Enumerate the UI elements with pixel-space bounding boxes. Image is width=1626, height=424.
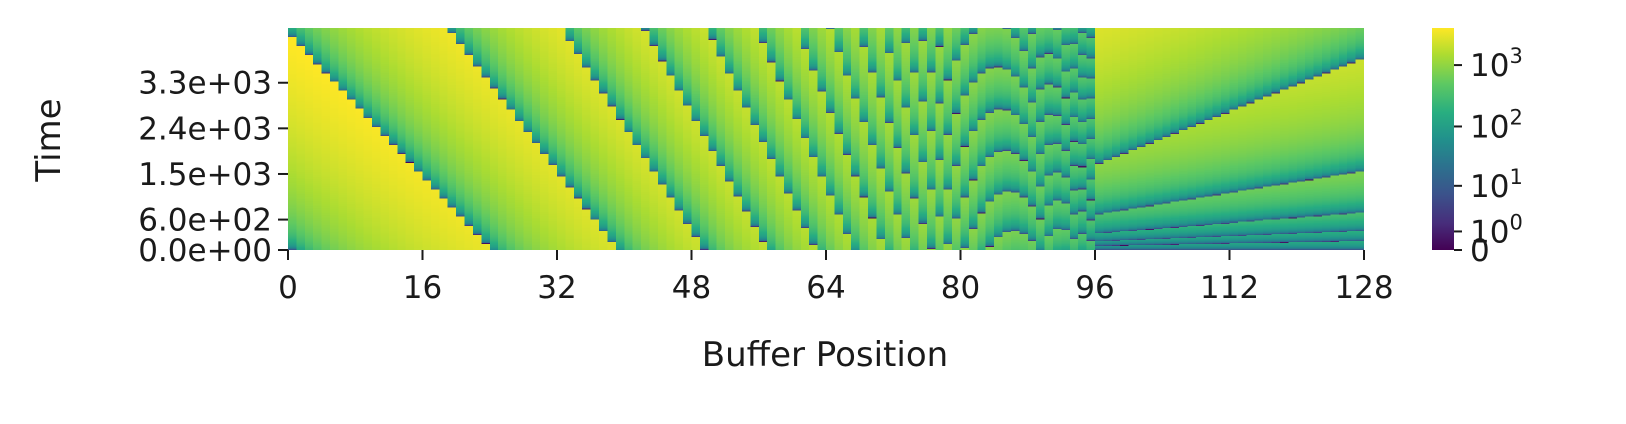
x-axis: 0 16 32 48 64 80 96 112 128 [278, 250, 1394, 306]
colorbar-tick-label: 103 [1470, 44, 1523, 84]
colorbar-tick-label: 101 [1470, 165, 1523, 205]
colorbar-tick-label: 100 [1470, 210, 1523, 250]
x-tick-label: 0 [278, 270, 298, 306]
y-tick-label: 0.0e+00 [138, 233, 272, 269]
x-tick-label: 112 [1200, 270, 1259, 306]
x-tick-label: 96 [1075, 270, 1114, 306]
y-axis: 0.0e+006.0e+02 1.5e+03 2.4e+03 3.3e+03 [138, 66, 288, 269]
y-tick-label: 6.0e+02 [138, 203, 272, 239]
x-tick-label: 128 [1334, 270, 1393, 306]
y-axis-label: Time [29, 98, 69, 182]
y-tick-label: 1.5e+03 [138, 157, 272, 193]
x-axis-label: Buffer Position [702, 335, 948, 375]
x-tick-label: 80 [941, 270, 980, 306]
x-tick-label: 48 [672, 270, 711, 306]
x-tick-label: 16 [403, 270, 442, 306]
y-tick-label: 2.4e+03 [138, 111, 272, 147]
y-tick-label: 3.3e+03 [138, 66, 272, 102]
colorbar-tick-label: 0 [1470, 233, 1490, 269]
heatmap-cells [288, 28, 1364, 250]
colorbar-gradient [1432, 28, 1454, 250]
x-tick-label: 64 [806, 270, 845, 306]
colorbar-tick-label: 102 [1470, 105, 1523, 145]
plot-area [288, 28, 1364, 250]
x-tick-label: 32 [537, 270, 576, 306]
